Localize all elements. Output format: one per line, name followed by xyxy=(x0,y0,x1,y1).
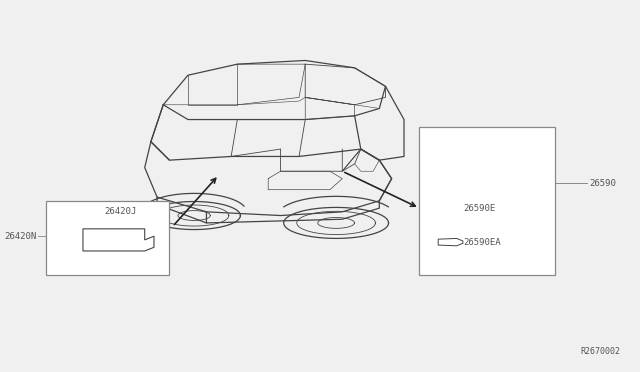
Text: 26590: 26590 xyxy=(589,179,616,187)
Text: 26420J: 26420J xyxy=(104,206,136,216)
Text: 26590E: 26590E xyxy=(463,204,495,213)
Text: R2670002: R2670002 xyxy=(580,347,620,356)
Bar xyxy=(46,201,170,275)
Text: 26590EA: 26590EA xyxy=(463,238,500,247)
Bar xyxy=(419,127,556,275)
Text: 26420N: 26420N xyxy=(4,232,36,241)
